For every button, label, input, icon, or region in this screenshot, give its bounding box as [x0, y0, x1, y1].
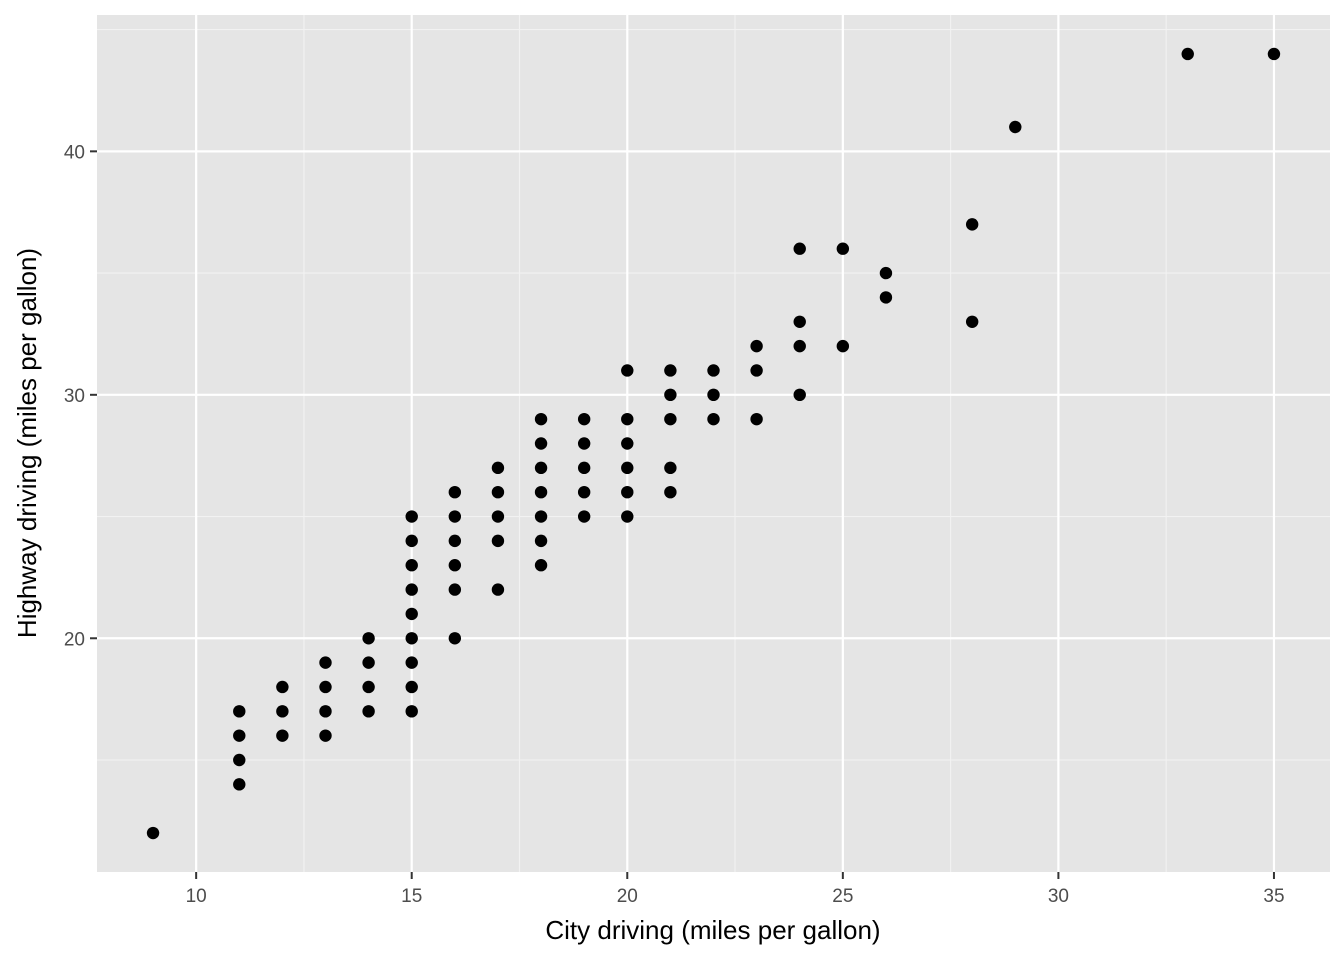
- scatter-point: [362, 680, 375, 694]
- scatter-point: [491, 461, 505, 475]
- scatter-point: [836, 339, 850, 353]
- y-tick-label: 30: [64, 386, 85, 407]
- scatter-point: [707, 388, 720, 402]
- x-axis-title: City driving (miles per gallon): [545, 915, 880, 945]
- scatter-point: [448, 559, 462, 572]
- scatter-point: [750, 412, 763, 426]
- scatter-point: [319, 705, 332, 718]
- scatter-point: [707, 412, 720, 426]
- scatter-point: [448, 510, 462, 523]
- scatter-point: [319, 680, 332, 694]
- scatter-point: [534, 485, 548, 499]
- scatter-point: [879, 291, 893, 304]
- scatter-point: [276, 729, 289, 742]
- scatter-point: [879, 266, 893, 280]
- scatter-point: [319, 729, 332, 742]
- scatter-point: [362, 705, 375, 718]
- scatter-point: [621, 461, 634, 475]
- scatter-point: [405, 534, 418, 548]
- scatter-point: [577, 412, 591, 426]
- scatter-point: [577, 510, 591, 523]
- scatter-point: [577, 461, 591, 475]
- data-points: [146, 47, 1281, 840]
- scatter-point: [405, 705, 418, 718]
- scatter-point: [621, 364, 634, 377]
- scatter-point: [577, 485, 591, 499]
- scatter-point: [448, 632, 462, 645]
- x-axis: 10 15 20 25 30 35: [186, 872, 1285, 907]
- scatter-point: [664, 412, 677, 426]
- minor-grid-lines: [97, 15, 1330, 872]
- scatter-point: [405, 656, 418, 669]
- scatter-point: [793, 339, 806, 353]
- scatter-point: [405, 559, 418, 572]
- scatter-point: [793, 242, 806, 255]
- scatter-point: [621, 437, 634, 450]
- scatter-point: [276, 705, 289, 718]
- scatter-point: [1009, 120, 1022, 134]
- scatter-point: [405, 510, 418, 523]
- plot-panel: [97, 15, 1330, 872]
- scatter-point: [707, 364, 720, 377]
- scatter-point: [621, 510, 634, 523]
- scatter-point: [1267, 47, 1281, 61]
- x-tick-label: 20: [617, 886, 638, 907]
- scatter-point: [664, 461, 677, 475]
- x-tick-label: 30: [1048, 886, 1069, 907]
- scatter-point: [491, 534, 505, 548]
- scatter-point: [233, 729, 246, 742]
- x-tick-label: 10: [186, 886, 207, 907]
- scatter-point: [405, 583, 418, 596]
- x-tick-label: 25: [832, 886, 853, 907]
- scatter-point: [793, 388, 806, 402]
- scatter-point: [534, 461, 548, 475]
- scatter-point: [534, 437, 548, 450]
- scatter-point: [146, 826, 160, 840]
- scatter-point: [448, 534, 462, 548]
- scatter-point: [276, 680, 289, 694]
- scatter-point: [750, 364, 763, 377]
- scatter-point: [621, 485, 634, 499]
- y-axis-title: Highway driving (miles per gallon): [12, 248, 42, 638]
- scatter-point: [664, 485, 677, 499]
- y-tick-label: 20: [64, 629, 85, 650]
- scatter-point: [750, 339, 763, 353]
- scatter-point: [405, 632, 418, 645]
- scatter-point: [491, 485, 505, 499]
- scatter-point: [362, 656, 375, 669]
- scatter-point: [405, 680, 418, 694]
- scatter-point: [405, 607, 418, 621]
- x-tick-label: 35: [1263, 886, 1284, 907]
- scatter-point: [362, 632, 375, 645]
- scatter-point: [319, 656, 332, 669]
- scatter-point: [448, 583, 462, 596]
- scatter-point: [491, 583, 505, 596]
- scatter-point: [577, 437, 591, 450]
- scatter-point: [233, 778, 246, 791]
- x-tick-label: 15: [401, 886, 422, 907]
- y-tick-label: 40: [64, 142, 85, 163]
- scatter-point: [793, 315, 806, 328]
- y-axis: 20 30 40: [64, 142, 97, 650]
- scatter-point: [664, 364, 677, 377]
- scatter-point: [534, 412, 548, 426]
- scatter-point: [621, 412, 634, 426]
- scatter-point: [965, 218, 979, 231]
- scatter-point: [534, 510, 548, 523]
- scatter-point: [534, 534, 548, 548]
- scatter-point: [965, 315, 979, 328]
- scatter-point: [448, 485, 462, 499]
- scatter-point: [836, 242, 850, 255]
- scatter-point: [1181, 47, 1194, 61]
- scatter-point: [664, 388, 677, 402]
- scatter-point: [534, 559, 548, 572]
- scatter-point: [233, 753, 246, 767]
- scatter-point: [491, 510, 505, 523]
- scatter-point: [233, 705, 246, 718]
